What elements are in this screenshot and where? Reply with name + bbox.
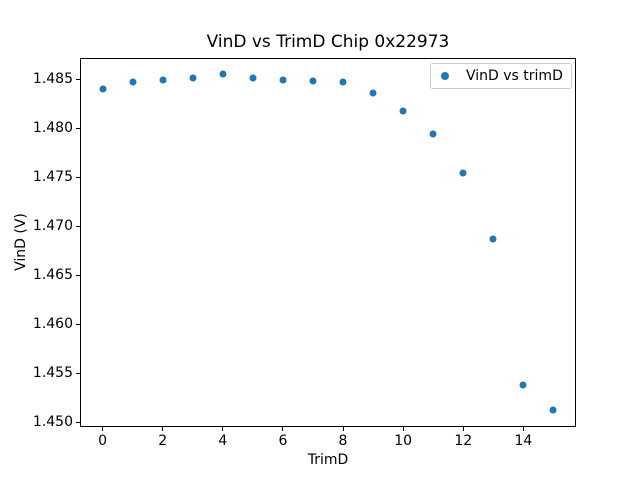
data-point <box>219 70 227 78</box>
y-tick-label: 1.485 <box>32 71 73 88</box>
y-tick-label: 1.450 <box>32 414 73 430</box>
x-tick <box>102 427 104 431</box>
legend: VinD vs trimD <box>430 63 572 89</box>
y-tick <box>76 421 80 423</box>
x-tick <box>342 427 344 431</box>
data-point <box>339 78 347 86</box>
x-tick-label: 8 <box>338 433 348 449</box>
legend-marker-icon <box>441 72 449 80</box>
x-tick-label: 6 <box>278 433 288 449</box>
data-point <box>459 169 467 177</box>
y-tick-label: 1.455 <box>32 365 73 382</box>
y-tick-label: 1.470 <box>32 218 73 235</box>
data-point <box>489 235 497 243</box>
x-tick-label: 2 <box>158 433 168 449</box>
y-axis-label: VinD (V) <box>13 213 29 271</box>
x-tick <box>402 427 404 431</box>
y-tick <box>76 127 80 129</box>
x-tick-label: 0 <box>98 433 107 449</box>
y-tick <box>76 225 80 227</box>
data-point <box>279 76 287 84</box>
x-tick-label: 4 <box>218 433 228 449</box>
plot-area <box>80 57 576 427</box>
data-point <box>249 74 257 82</box>
x-tick-label: 10 <box>394 433 413 449</box>
chart-title: VinD vs TrimD Chip 0x22973 <box>206 32 450 52</box>
x-tick <box>462 427 464 431</box>
data-point <box>159 76 167 84</box>
x-tick-label: 14 <box>514 433 533 449</box>
y-tick-label: 1.480 <box>32 120 73 137</box>
y-tick-label: 1.465 <box>32 267 73 284</box>
data-point <box>429 130 437 138</box>
data-point <box>309 77 317 85</box>
y-tick <box>76 274 80 276</box>
data-point <box>129 78 137 86</box>
y-tick <box>76 176 80 178</box>
y-tick-label: 1.460 <box>32 316 73 333</box>
x-tick-label: 12 <box>454 433 473 449</box>
data-point <box>519 381 527 389</box>
x-axis-label: TrimD <box>307 452 349 468</box>
y-tick <box>76 372 80 374</box>
y-tick <box>76 323 80 325</box>
x-tick <box>222 427 224 431</box>
data-point <box>399 107 407 115</box>
data-point <box>549 406 557 414</box>
x-tick <box>162 427 164 431</box>
data-point <box>369 89 377 97</box>
x-tick <box>522 427 524 431</box>
x-tick <box>282 427 284 431</box>
data-point <box>99 85 107 93</box>
legend-label: VinD vs trimD <box>466 68 563 84</box>
data-point <box>189 74 197 82</box>
y-tick-label: 1.475 <box>32 169 73 186</box>
y-tick <box>76 78 80 80</box>
